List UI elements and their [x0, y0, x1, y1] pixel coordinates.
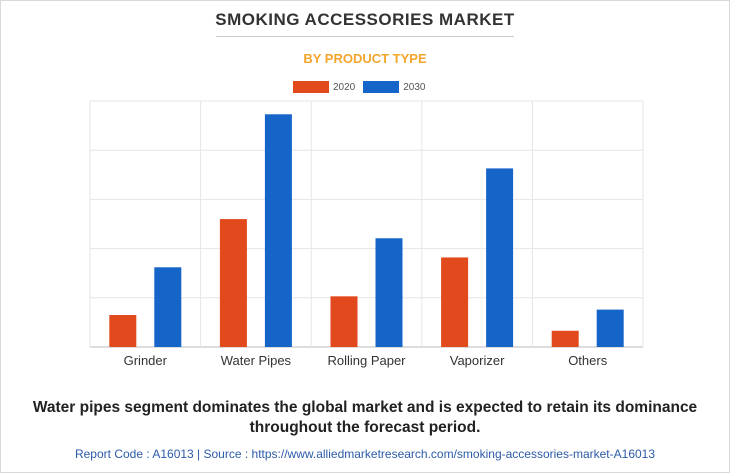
- legend-swatch-2020: [293, 81, 329, 93]
- bar-chart: Grinder Water Pipes Rolling Paper Vaporizer…: [89, 100, 644, 368]
- bar-vaporizer-2030[interactable]: [486, 168, 514, 347]
- chart-legend: 2020 2030: [293, 79, 434, 95]
- x-tick-label: Rolling Paper: [327, 353, 406, 368]
- bar-rolling-paper-2020[interactable]: [330, 296, 358, 347]
- footer-note: Water pipes segment dominates the global…: [32, 399, 698, 436]
- bars: [109, 114, 624, 347]
- grid-lines: [89, 100, 644, 348]
- bar-water-pipes-2030[interactable]: [264, 114, 292, 347]
- bar-water-pipes-2020[interactable]: [219, 219, 247, 347]
- bar-others-2030[interactable]: [596, 309, 624, 347]
- x-tick-label: Water Pipes: [221, 353, 292, 368]
- title-divider: [216, 36, 514, 37]
- bar-grinder-2020[interactable]: [109, 315, 137, 347]
- x-axis-ticks: Grinder Water Pipes Rolling Paper Vaporizer…: [124, 353, 608, 368]
- legend-label-2020: 2020: [333, 81, 356, 93]
- x-tick-label: Grinder: [124, 353, 168, 368]
- legend-label-2030: 2030: [403, 81, 426, 93]
- bar-others-2020[interactable]: [551, 330, 579, 347]
- chart-subtitle: BY PRODUCT TYPE: [303, 51, 427, 66]
- bar-grinder-2030[interactable]: [154, 267, 182, 347]
- footer-source[interactable]: Report Code : A16013 | Source : https://…: [74, 447, 656, 461]
- bar-rolling-paper-2030[interactable]: [375, 238, 403, 347]
- legend-item-2020[interactable]: 2020: [293, 81, 355, 93]
- legend-swatch-2030: [363, 81, 400, 93]
- x-tick-label: Others: [568, 353, 608, 368]
- x-tick-label: Vaporizer: [450, 353, 505, 368]
- legend-item-2030[interactable]: 2030: [363, 81, 426, 93]
- chart-title: SMOKING ACCESSORIES MARKET: [215, 10, 515, 29]
- bar-vaporizer-2020[interactable]: [441, 257, 469, 347]
